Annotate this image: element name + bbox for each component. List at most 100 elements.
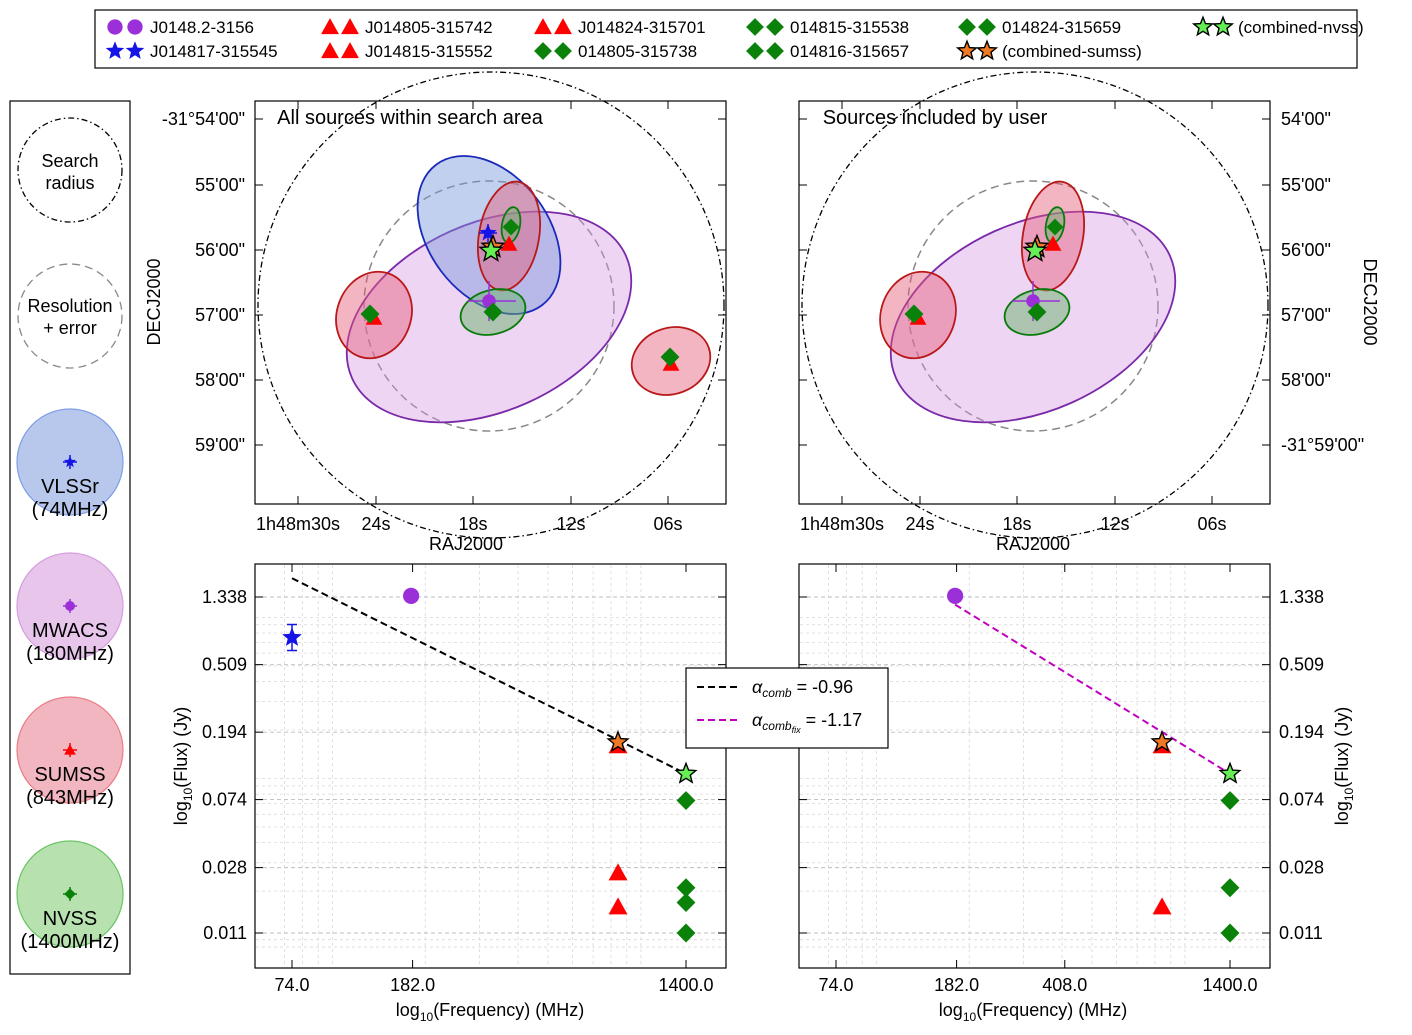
sed-ytick-label: 0.028: [202, 858, 247, 878]
legend-marker: [534, 18, 552, 35]
legend-marker: [534, 42, 552, 60]
sky-panel-left: All sources within search area -31°54'00…: [144, 71, 727, 554]
sky-left-content: [257, 71, 725, 539]
resolution-label-1: Resolution: [27, 296, 112, 316]
legend-marker: [955, 39, 979, 61]
legend-label: J0148.2-3156: [150, 18, 254, 37]
legend-marker: [125, 41, 145, 59]
axis-label-text: log10(Flux) (Jy): [171, 707, 195, 825]
resolution-circle: [363, 180, 615, 432]
sed-ytick-label: 0.074: [202, 790, 247, 810]
sky-panel-left-title: All sources within search area: [277, 107, 544, 129]
key-panel-frame: [9, 100, 131, 975]
survey-frequency: (180MHz): [26, 643, 114, 665]
sed-data-point: [676, 791, 696, 810]
sed-xtick-label: 1400.0: [658, 975, 713, 995]
legend-marker: [766, 42, 784, 60]
sky-right-yticks: 54'00" 55'00" 56'00" 57'00" 58'00" -31°59'00": [799, 109, 1364, 455]
sed-data-point: [676, 878, 696, 898]
sky-left-ylabel: DECJ2000: [144, 258, 164, 345]
legend-marker: [321, 18, 339, 35]
survey-frequency: (74MHz): [32, 499, 109, 521]
survey-key: NVSS(1400MHz): [16, 840, 124, 953]
legend-marker: [105, 41, 125, 59]
sed-panel-right: 1.338 0.509 0.194 0.074 0.028 0.011 74.0 182.0…: [798, 563, 1356, 1024]
sed-data-point: [403, 587, 420, 604]
legend-marker: [1191, 15, 1215, 37]
sed-right-xlabel: log10(Frequency) (MHz): [939, 1000, 1127, 1024]
legend-label: J014805-315742: [365, 18, 493, 37]
axis-label-text: log10(Flux) (Jy): [1332, 707, 1356, 825]
alpha-subsubscript: fix: [792, 725, 802, 735]
sky-ytick-label: 58'00": [1281, 370, 1331, 390]
sed-left-ylabel: log10(Flux) (Jy): [171, 707, 195, 825]
sky-ytick-label: 56'00": [195, 240, 245, 260]
resolution-label-2: + error: [43, 318, 97, 338]
sky-source-marker: [1027, 302, 1047, 322]
sed-data-point: [282, 627, 302, 646]
sed-data-point: [674, 761, 698, 784]
legend-entry: J014824-315701: [534, 18, 706, 37]
legend-entry: 014816-315657: [746, 42, 909, 61]
sky-xtick-label: 1h48m30s: [800, 514, 884, 534]
sky-ytick-label: 57'00": [1281, 305, 1331, 325]
sed-ytick-label: 0.028: [1279, 858, 1324, 878]
alpha-subscript: comb: [762, 686, 792, 700]
axis-label-text: log10(Frequency) (MHz): [396, 1000, 584, 1024]
top-legend: J0148.2-3156 J014817-315545 J014805-315742…: [94, 9, 1364, 69]
sky-panel-left-frame: [254, 100, 727, 505]
sky-ytick-label: 56'00": [1281, 240, 1331, 260]
survey-name: SUMSS: [34, 764, 105, 786]
sky-panel-right: Sources included by user 54'00" 55'00" 56'…: [798, 71, 1380, 554]
sky-xtick-label: 1h48m30s: [256, 514, 340, 534]
survey-marker: [65, 601, 75, 611]
sed-ytick-label: 0.194: [1279, 722, 1324, 742]
legend-marker: [341, 18, 359, 35]
legend-label: 014816-315657: [790, 42, 909, 61]
survey-key: SUMSS(843MHz): [16, 696, 124, 809]
sky-source-marker: [1022, 237, 1048, 262]
fit-legend-label: αcomb = -0.96: [752, 677, 853, 700]
sky-ytick-label: 55'00": [195, 175, 245, 195]
sed-xtick-label: 408.0: [1042, 975, 1087, 995]
sky-source-marker: [483, 302, 503, 322]
survey-name: VLSSr: [41, 476, 99, 498]
alpha-value: = -1.17: [801, 710, 863, 730]
sed-data-point: [608, 897, 628, 915]
legend-entry: 014815-315538: [746, 18, 909, 37]
survey-marker: [64, 888, 76, 900]
sed-data-point: [606, 729, 630, 753]
legend-marker: [746, 18, 764, 36]
sed-panel-left: 1.338 0.509 0.194 0.074 0.028 0.011 74.0 182.0…: [171, 563, 727, 1024]
legend-marker: [978, 18, 996, 36]
legend-entry: J014815-315552: [321, 42, 493, 61]
sed-xtick-label: 182.0: [934, 975, 979, 995]
sed-data-point: [676, 923, 696, 943]
survey-keys: VLSSr(74MHz) MWACS(180MHz) SUMSS(843MHz) NV…: [16, 408, 124, 953]
sky-xtick-label: 24s: [361, 514, 390, 534]
sky-xtick-label: 06s: [653, 514, 682, 534]
sky-ytick-label: -31°59'00": [1281, 435, 1364, 455]
legend-marker: [321, 42, 339, 59]
sky-source-marker: [660, 347, 680, 367]
sky-source-marker: [360, 304, 380, 324]
sky-panel-right-title: Sources included by user: [823, 107, 1048, 129]
survey-name: MWACS: [32, 620, 108, 642]
legend-marker: [554, 42, 572, 60]
axis-label-body: (Frequency) (MHz): [976, 1000, 1127, 1020]
legend-entry: (combined-sumss): [955, 39, 1142, 61]
legend-marker: [127, 19, 143, 35]
sky-xtick-label: 18s: [1002, 514, 1031, 534]
sed-data-point: [1152, 897, 1172, 915]
search-radius-circle: [17, 117, 123, 223]
sed-right-marks: [947, 587, 1242, 943]
survey-frequency: (843MHz): [26, 787, 114, 809]
log-prefix: log: [396, 1000, 420, 1020]
sed-fit-line: [954, 603, 1231, 775]
sky-ytick-label: 58'00": [195, 370, 245, 390]
legend-label: (combined-sumss): [1002, 42, 1142, 61]
search-radius-circle: [257, 71, 725, 539]
